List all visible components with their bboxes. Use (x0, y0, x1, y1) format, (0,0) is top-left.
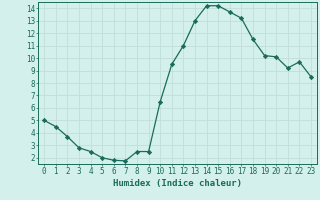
X-axis label: Humidex (Indice chaleur): Humidex (Indice chaleur) (113, 179, 242, 188)
